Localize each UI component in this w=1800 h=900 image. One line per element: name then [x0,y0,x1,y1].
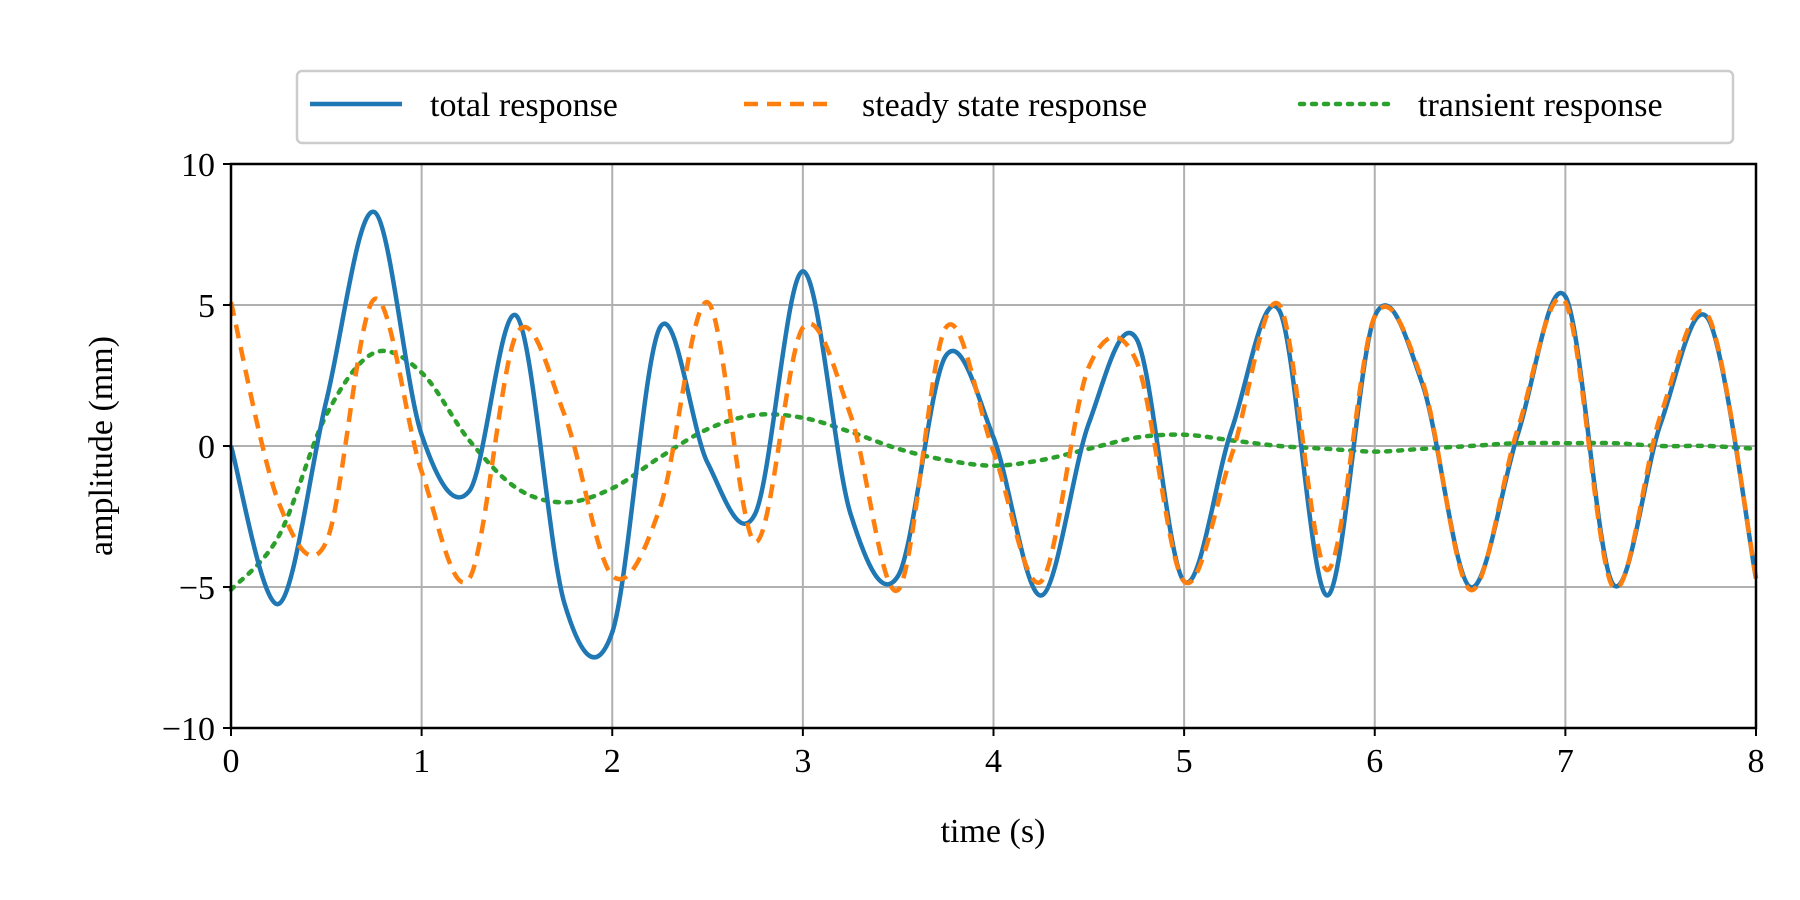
grid [230,163,1757,729]
series-line-total-response [228,209,1759,660]
y-tick-label: −10 [162,711,215,748]
series-layer [228,209,1759,660]
x-tick-label: 1 [413,743,430,780]
x-tick-label: 4 [985,743,1002,780]
x-axis-label: time (s) [941,813,1046,850]
x-tick-label: 8 [1748,743,1765,780]
y-tick-label: 5 [198,288,215,325]
y-axis-label: amplitude (mm) [83,336,120,556]
y-tick-label: 0 [198,429,215,466]
legend: total response steady state response tra… [295,69,1735,145]
legend-label-steady-state-response: steady state response [862,87,1147,124]
x-tick-label: 7 [1557,743,1574,780]
x-tick-label: 6 [1366,743,1383,780]
series-line-steady-state-response [228,296,1759,593]
x-tick-label: 0 [223,743,240,780]
legend-box [295,69,1735,145]
x-tick-label: 3 [794,743,811,780]
legend-label-total-response: total response [430,87,618,124]
series-line-transient-response [228,348,1759,593]
ticks: 0 1 2 3 4 5 6 7 8 −10 −5 0 5 10 [162,147,1765,780]
x-tick-label: 2 [604,743,621,780]
y-tick-label: 10 [181,147,215,184]
legend-label-transient-response: transient response [1418,87,1663,124]
y-tick-label: −5 [179,570,215,607]
x-tick-label: 5 [1176,743,1193,780]
